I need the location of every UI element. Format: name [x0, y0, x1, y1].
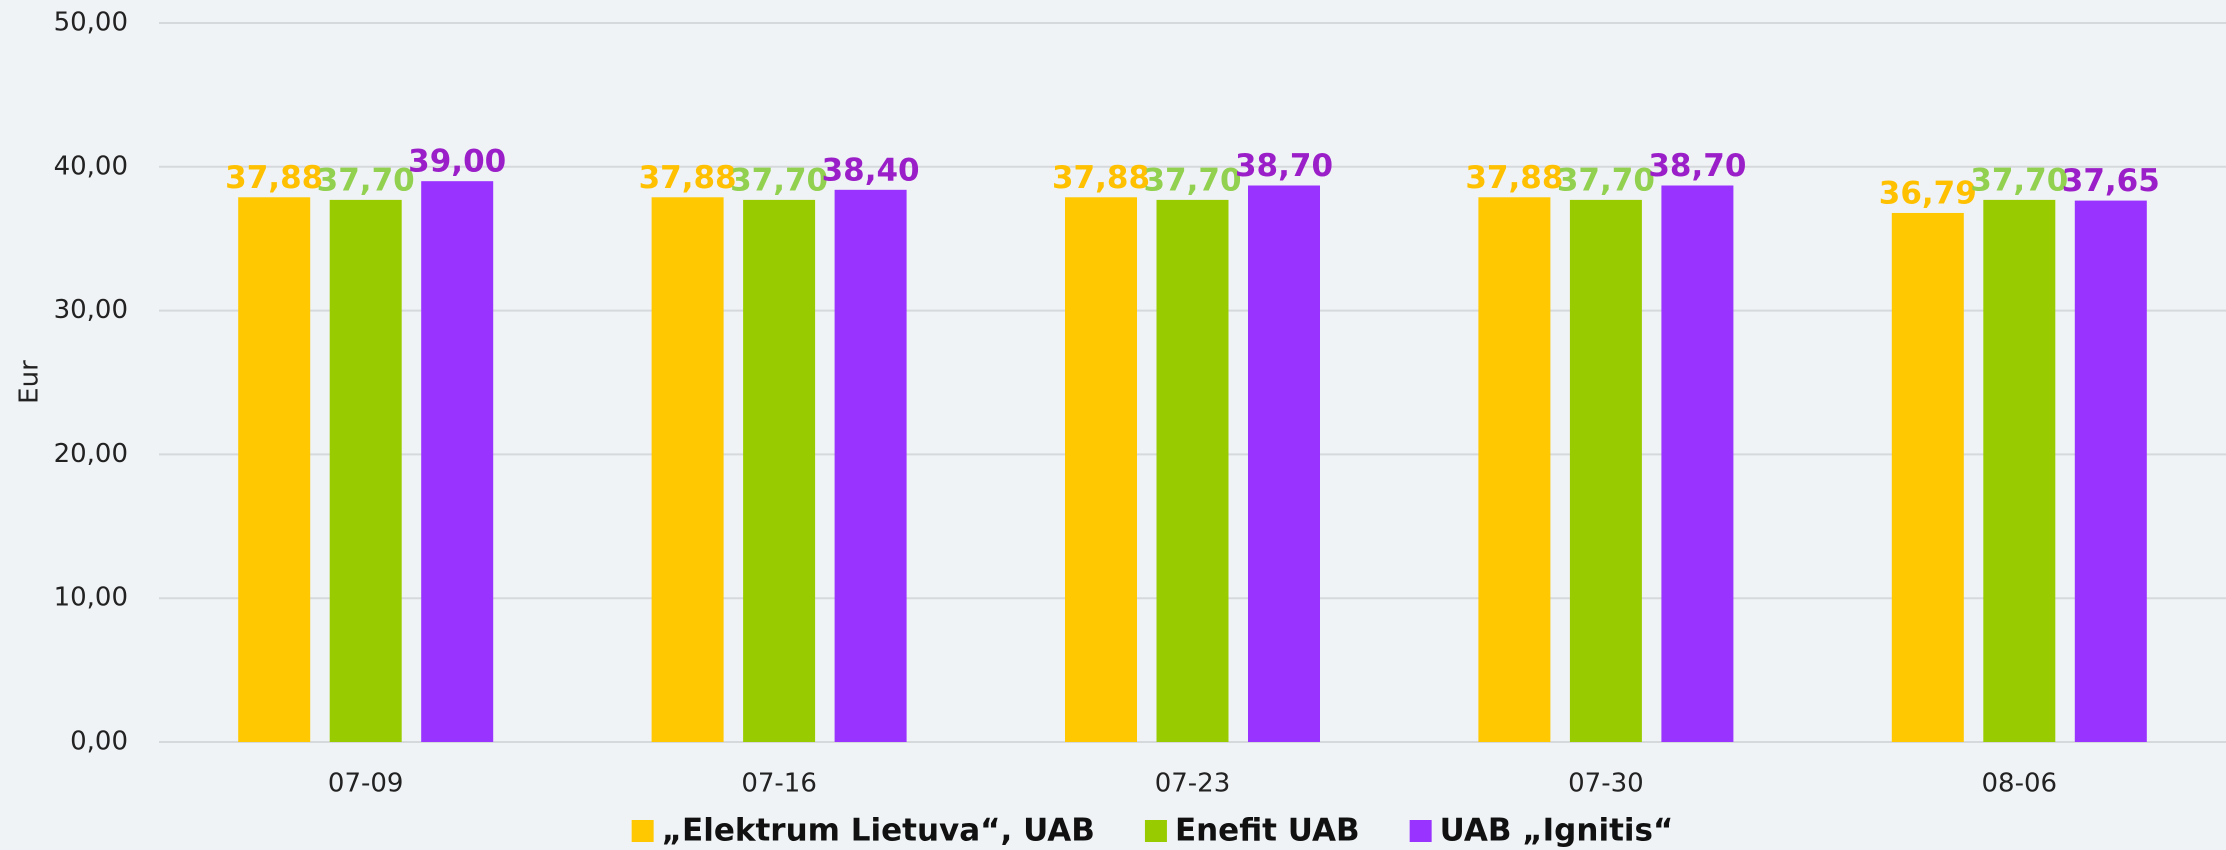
value-label: 37,70: [1557, 162, 1655, 198]
value-label: 37,88: [639, 160, 737, 196]
y-tick-label: 30,00: [54, 295, 128, 325]
bar: [1156, 199, 1229, 742]
y-tick-label: 0,00: [70, 727, 128, 757]
legend-label: UAB „Ignitis“: [1440, 813, 1674, 849]
legend-swatch: [1409, 820, 1432, 842]
bar: [1065, 197, 1137, 743]
value-label: 38,70: [1235, 148, 1333, 184]
bar: [329, 199, 402, 742]
bar: [1569, 199, 1642, 742]
bar: [1891, 212, 1964, 743]
x-tick-label: 07-16: [741, 769, 817, 799]
x-tick-label: 07-23: [1155, 769, 1231, 799]
x-tick-label: 08-06: [1982, 769, 2058, 799]
x-tick-label: 07-09: [328, 769, 404, 799]
legend-swatch: [631, 820, 654, 842]
bar: [651, 197, 724, 743]
value-label: 37,70: [317, 162, 415, 198]
value-label: 37,65: [2062, 163, 2160, 199]
value-label: 37,70: [1970, 162, 2068, 198]
x-tick-label: 07-30: [1568, 769, 1644, 799]
y-axis-label: Eur: [15, 360, 45, 404]
y-tick-label: 10,00: [54, 583, 128, 613]
y-tick-label: 40,00: [54, 151, 128, 181]
bar: [238, 197, 311, 743]
y-tick-label: 20,00: [54, 439, 128, 469]
bar: [1248, 185, 1320, 742]
bar: [1661, 185, 1734, 742]
value-label: 38,40: [822, 152, 920, 188]
bar: [834, 189, 907, 743]
value-label: 37,88: [1052, 160, 1150, 196]
bar: [421, 181, 494, 742]
value-label: 37,70: [1143, 162, 1241, 198]
bar: [1478, 197, 1551, 743]
legend-label: Enefit UAB: [1175, 813, 1360, 849]
value-label: 36,79: [1879, 175, 1977, 211]
value-label: 37,70: [730, 162, 828, 198]
legend-swatch: [1144, 820, 1167, 842]
bar: [1983, 199, 2056, 742]
value-label: 38,70: [1648, 148, 1746, 184]
value-label: 39,00: [408, 144, 506, 180]
bar: [2074, 200, 2147, 742]
legend-label: „Elektrum Lietuva“, UAB: [662, 813, 1095, 849]
value-label: 37,88: [225, 160, 323, 196]
value-label: 37,88: [1465, 160, 1563, 196]
bar: [743, 199, 816, 742]
y-tick-label: 50,00: [54, 8, 128, 38]
